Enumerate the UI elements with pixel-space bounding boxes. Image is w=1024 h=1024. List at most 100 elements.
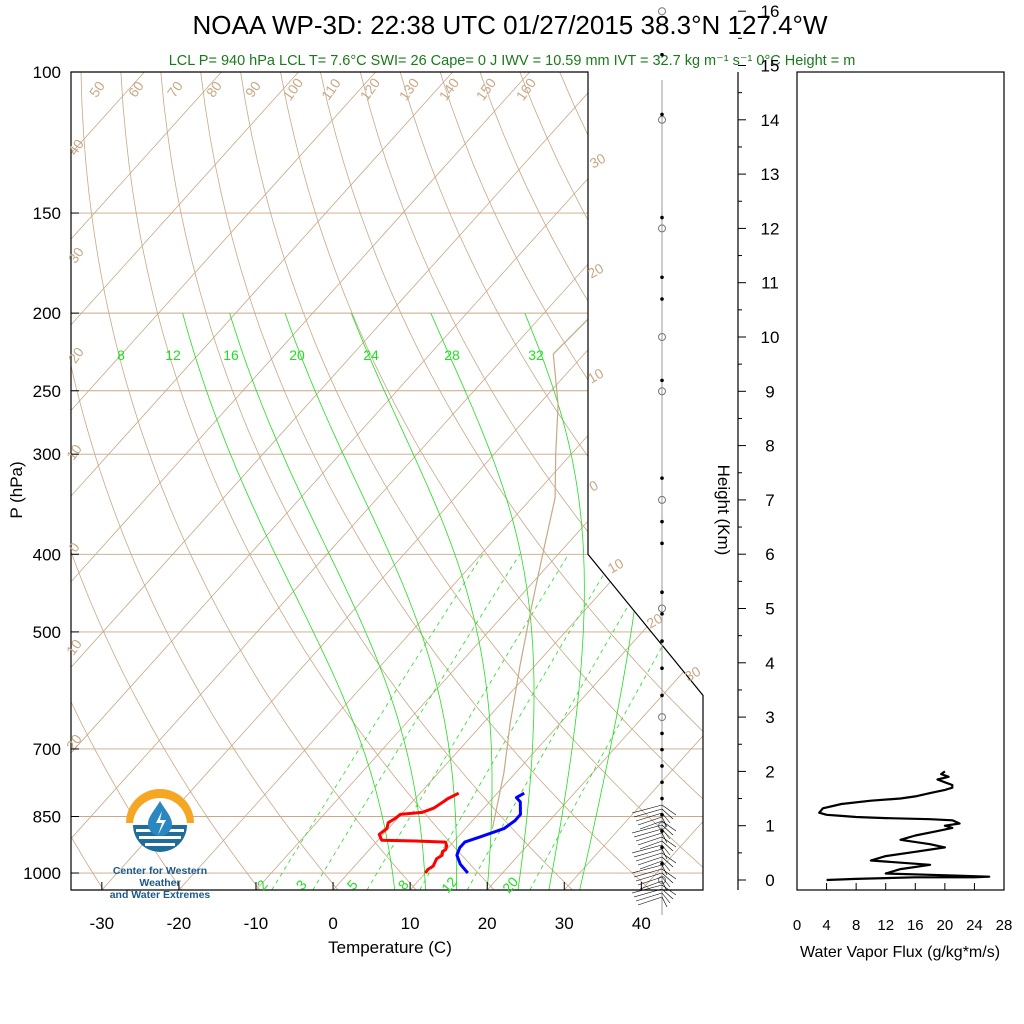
isotherm-line xyxy=(71,72,299,890)
moist-adiabat-label: 32 xyxy=(528,347,544,363)
temperature-tick-label: 0 xyxy=(328,914,337,933)
flux-tick-label: 8 xyxy=(852,917,860,934)
isotherm-line xyxy=(71,72,703,890)
mixing-ratio-label: 20 xyxy=(499,874,521,896)
wind-barb xyxy=(661,848,668,860)
wind-dot-marker xyxy=(660,215,664,220)
isotherm-label: 50 xyxy=(86,78,108,100)
wind-barb xyxy=(633,868,663,878)
chart-title: NOAA WP-3D: 22:38 UTC 01/27/2015 38.3°N … xyxy=(193,10,828,40)
isotherm-line xyxy=(178,72,703,890)
wind-dot-marker xyxy=(660,297,664,301)
moist-adiabat xyxy=(350,312,493,890)
wind-barb xyxy=(661,824,674,836)
height-tick-label: 4 xyxy=(765,654,774,673)
isotherm-label: 10 xyxy=(63,441,85,463)
wind-barb xyxy=(661,896,668,908)
pressure-tick-label: 700 xyxy=(33,740,61,759)
mixing-ratio-line xyxy=(466,554,659,890)
flux-axis-label: Water Vapor Flux (g/kg*m/s) xyxy=(800,944,1000,961)
wind-barb xyxy=(631,804,663,814)
dry-adiabat xyxy=(71,72,339,890)
wind-barb xyxy=(637,836,663,846)
isotherm-label: 30 xyxy=(65,244,87,266)
flux-frame xyxy=(796,71,1005,891)
temperature-tick-label: 40 xyxy=(632,914,651,933)
dry-adiabat xyxy=(320,72,703,890)
isotherm-label: 30 xyxy=(587,150,609,172)
skewt-grid xyxy=(71,72,1024,890)
wind-circle-marker xyxy=(658,115,666,124)
isotherm-label: 100 xyxy=(280,75,307,103)
isotherm-label: 60 xyxy=(125,78,147,100)
isotherm-label: 140 xyxy=(436,75,463,103)
isotherm-line xyxy=(563,72,703,890)
pressure-tick-label: 100 xyxy=(33,63,61,82)
height-tick-label: 11 xyxy=(761,274,779,293)
isotherm-label: 20 xyxy=(65,344,87,366)
skewt-labels: 50 60 70 80 90 100 110 120 130 140 150 160403020100… xyxy=(63,75,704,896)
height-tick-label: 5 xyxy=(765,600,774,619)
dry-adiabat xyxy=(80,72,417,890)
wind-barb xyxy=(637,876,663,886)
wind-barb xyxy=(633,888,663,898)
flux-axes: 0 4 8 12 16 20 24 28 xyxy=(793,883,1012,934)
height-tick-label: 15 xyxy=(761,57,780,76)
height-tick-label: 3 xyxy=(765,708,774,727)
mixing-ratio-line xyxy=(366,554,569,890)
isotherm-label: 30 xyxy=(682,663,704,685)
isotherm-line xyxy=(486,72,703,890)
wind-dot-marker xyxy=(660,764,664,768)
isotherm-label: 20 xyxy=(644,610,666,632)
height-tick-label: 9 xyxy=(765,382,774,401)
logo-line-2: and Water Extremes xyxy=(109,889,211,901)
wind-dot-marker xyxy=(660,519,664,524)
pressure-tick-label: 850 xyxy=(33,807,61,826)
chart-subtitle: LCL P= 940 hPa LCL T= 7.6°C SWI= 26 Cape… xyxy=(169,53,856,69)
wind-barb xyxy=(631,864,663,874)
temperature-line xyxy=(377,791,460,874)
dry-adiabat xyxy=(280,72,703,890)
temperature-tick-label: 30 xyxy=(555,914,574,933)
height-tick-label: 7 xyxy=(765,491,774,510)
pressure-tick-label: 300 xyxy=(33,445,61,464)
dry-adiabat xyxy=(160,72,573,890)
wind-circle-marker xyxy=(658,713,666,722)
isotherm-line xyxy=(71,72,376,890)
skewt-frame xyxy=(70,71,704,891)
dry-adiabat xyxy=(120,72,495,890)
isotherm-label: 10 xyxy=(585,365,607,387)
wind-barb xyxy=(635,812,663,822)
dry-adiabat xyxy=(759,72,1024,890)
wind-barb xyxy=(661,876,671,888)
isotherm-label: 70 xyxy=(164,78,186,100)
height-tick-label: 10 xyxy=(761,328,780,347)
y-axis-label: P (hPa) xyxy=(7,461,26,518)
moist-adiabat-label: 8 xyxy=(117,347,125,363)
wind-barb xyxy=(635,852,663,862)
dry-adiabat xyxy=(559,72,703,890)
height-tick-label: 8 xyxy=(765,437,774,456)
isotherm-line xyxy=(409,72,703,890)
isotherm-line xyxy=(71,72,608,890)
wind-circle-marker xyxy=(658,7,666,16)
isotherm-label: 160 xyxy=(513,75,540,103)
wind-barb xyxy=(661,872,674,884)
wind-barb xyxy=(661,832,668,844)
wind-barb xyxy=(637,856,663,866)
isotherm-label: 10 xyxy=(605,555,627,577)
wind-dot-marker xyxy=(660,796,664,801)
wind-dot-marker xyxy=(660,275,664,280)
pressure-tick-label: 150 xyxy=(33,204,61,223)
wind-barb xyxy=(661,864,668,876)
wind-barb xyxy=(661,844,671,856)
wind-dot-marker xyxy=(660,612,664,616)
wind-barb xyxy=(661,828,671,840)
wind-dot-marker xyxy=(660,693,664,698)
isotherm-label: 20 xyxy=(63,731,85,753)
wind-barb xyxy=(635,892,663,902)
temperature-tick-label: -20 xyxy=(167,914,192,933)
wind-dot-marker xyxy=(660,378,664,383)
